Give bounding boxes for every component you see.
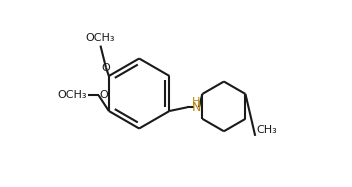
Text: CH₃: CH₃ (256, 125, 277, 135)
Text: OCH₃: OCH₃ (57, 90, 87, 100)
Text: OCH₃: OCH₃ (86, 33, 115, 43)
Text: H: H (192, 97, 200, 107)
Text: N: N (191, 101, 201, 114)
Text: O: O (102, 63, 111, 73)
Text: O: O (100, 90, 108, 100)
